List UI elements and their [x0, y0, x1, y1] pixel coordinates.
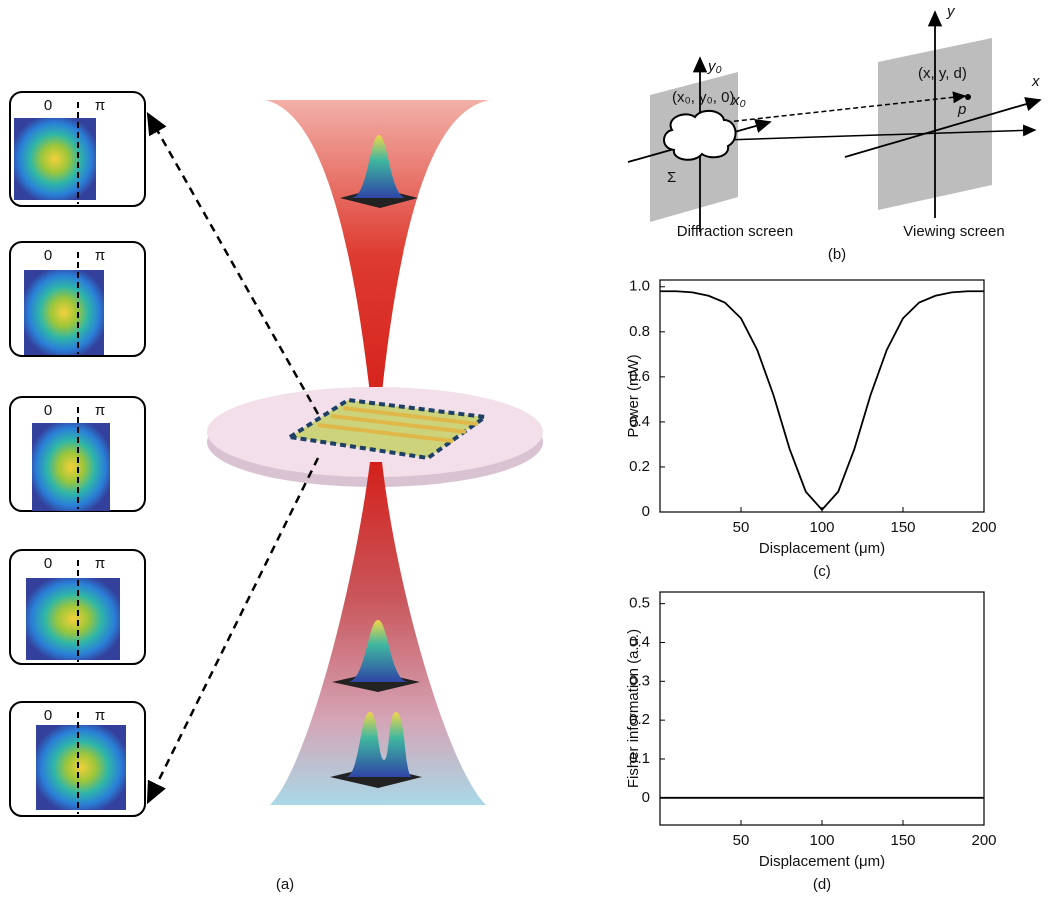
panel-a: (a): [148, 100, 543, 893]
x-tick-label: 50: [733, 519, 750, 536]
phase-label: 0: [44, 555, 52, 572]
intensity-map: [36, 725, 126, 810]
x-tick-label: 100: [809, 832, 834, 849]
label: y: [946, 3, 956, 20]
intensity-map: [14, 118, 96, 200]
panel-b: y₀ x₀ (x₀, y₀, 0) Σ y x (x, y, d) p Diff…: [628, 3, 1040, 263]
plot-frame: [660, 280, 984, 512]
label: Σ: [667, 169, 676, 186]
x-tick-label: 200: [971, 832, 996, 849]
label: x: [1031, 73, 1040, 90]
y-tick-label: 0.2: [629, 458, 650, 475]
x-tick-label: 100: [809, 519, 834, 536]
y-axis-label: Power (mW): [625, 354, 642, 437]
intensity-map: [26, 578, 120, 660]
arrow: [148, 114, 318, 414]
x-tick-label: 150: [890, 519, 915, 536]
phase-label: π: [95, 247, 105, 264]
x-axis-label: Displacement (μm): [759, 540, 885, 557]
y-axis-label: Fisher information (a.u.): [625, 629, 642, 788]
point-p: [965, 94, 971, 100]
phase-label: π: [95, 555, 105, 572]
intensity-map: [24, 270, 104, 355]
caption: (c): [813, 563, 831, 580]
intensity-map: [32, 423, 110, 511]
label: (x, y, d): [918, 65, 967, 82]
phase-label: π: [95, 97, 105, 114]
label: p: [957, 101, 966, 118]
y-tick-label: 0: [642, 503, 650, 520]
x-tick-label: 150: [890, 832, 915, 849]
label: Viewing screen: [903, 223, 1004, 240]
y-tick-label: 0: [642, 789, 650, 806]
label: y₀: [707, 58, 722, 75]
phase-label: 0: [44, 402, 52, 419]
y-tick-label: 1.0: [629, 278, 650, 295]
figure: (a) y₀ x₀ (x₀, y₀, 0) Σ y x (x, y, d) p …: [0, 0, 1048, 905]
phase-label: π: [95, 402, 105, 419]
phase-label: 0: [44, 707, 52, 724]
phase-label: 0: [44, 247, 52, 264]
plot-frame: [660, 592, 984, 825]
data-line: [660, 291, 984, 509]
label: Diffraction screen: [677, 223, 793, 240]
arrow: [148, 458, 318, 802]
caption: (a): [276, 876, 294, 893]
x-axis-label: Displacement (μm): [759, 853, 885, 870]
phase-label: 0: [44, 97, 52, 114]
x-tick-label: 50: [733, 832, 750, 849]
x-tick-label: 200: [971, 519, 996, 536]
y-tick-label: 0.8: [629, 323, 650, 340]
label: (x₀, y₀, 0): [672, 89, 734, 106]
caption: (d): [813, 876, 831, 893]
y-tick-label: 0.5: [629, 595, 650, 612]
caption: (b): [828, 246, 846, 263]
phase-label: π: [95, 707, 105, 724]
